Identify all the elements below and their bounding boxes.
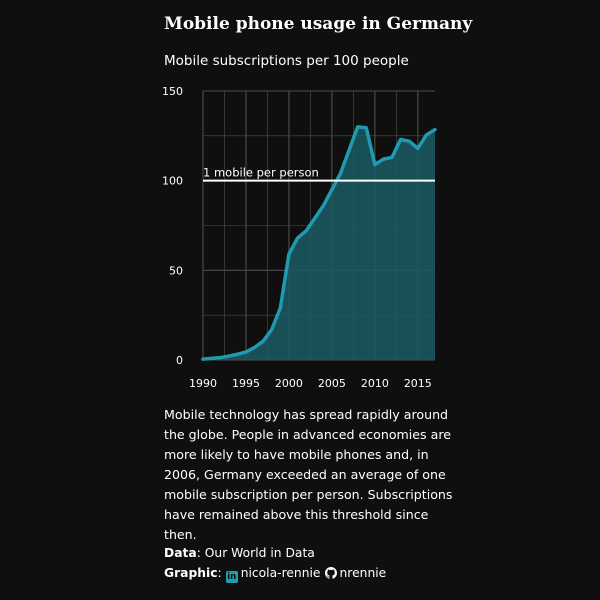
x-tick-label: 2015 [404, 377, 432, 390]
data-credit-source: : Our World in Data [196, 546, 315, 560]
github-icon [324, 567, 337, 579]
graphic-credit-separator: : [217, 566, 222, 580]
x-tick-label: 2005 [318, 377, 346, 390]
github-handle[interactable]: nrennie [339, 566, 387, 580]
y-tick-label: 50 [169, 264, 183, 277]
y-tick-label: 150 [162, 85, 183, 98]
credits: Data: Our World in Data Graphic: in nicola… [164, 543, 386, 583]
graphic-credit-label: Graphic [164, 566, 218, 580]
chart-title: Mobile phone usage in Germany [164, 14, 473, 34]
x-tick-label: 2000 [275, 377, 303, 390]
chart-subtitle: Mobile subscriptions per 100 people [164, 53, 409, 69]
x-tick-label: 2010 [361, 377, 389, 390]
data-credit: Data: Our World in Data [164, 543, 386, 563]
x-tick-label: 1995 [232, 377, 260, 390]
y-tick-label: 0 [176, 354, 183, 367]
x-tick-label: 1990 [189, 377, 217, 390]
data-credit-label: Data [164, 546, 197, 560]
area-chart: 1 mobile per person 0 50 100 150 1990 1995 2000… [162, 85, 437, 390]
series-line [201, 125, 437, 361]
linkedin-handle[interactable]: nicola-rennie [240, 566, 321, 580]
area-fill [203, 126, 435, 360]
reference-line-label: 1 mobile per person [203, 166, 319, 180]
graphic-credit: Graphic: in nicola-rennie nrennie [164, 563, 386, 583]
linkedin-icon: in [225, 571, 238, 583]
y-tick-label: 100 [162, 175, 183, 188]
chart-description: Mobile technology has spread rapidly aro… [164, 407, 453, 542]
